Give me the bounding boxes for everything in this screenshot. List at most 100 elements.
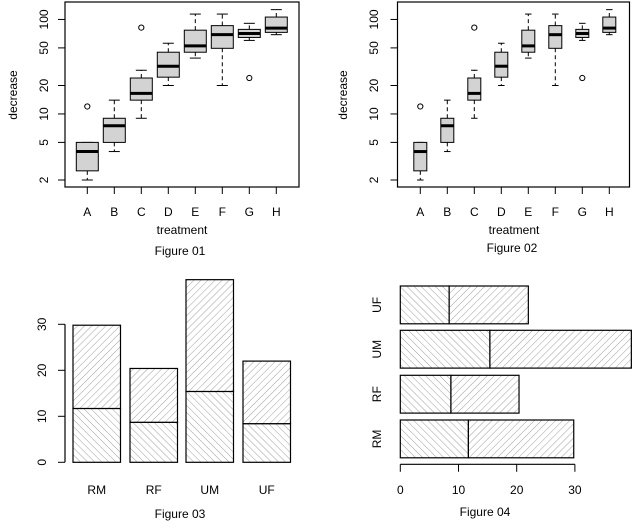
bar-RM (72, 324, 122, 463)
outlier-point (579, 74, 586, 82)
outlier-point (138, 24, 145, 31)
bar-UM (185, 279, 235, 463)
bar-segment (399, 285, 450, 325)
x-tick-label: E (191, 205, 199, 219)
y-tick-label: 20 (37, 79, 51, 93)
y-axis: 2 5 10 20 50 100 (37, 9, 65, 183)
y-tick-label: 10 (35, 409, 49, 423)
box-iqr (548, 25, 563, 49)
x-tick-label: RM (87, 483, 106, 497)
x-tick-label: G (578, 205, 587, 219)
plot-frame (396, 1, 631, 188)
y-tick-label: 10 (37, 107, 51, 121)
box-E (183, 13, 207, 59)
x-tick-label: UM (200, 483, 219, 497)
bar-segment (448, 285, 529, 325)
box-B (440, 99, 455, 153)
figure-caption: Figure 04 (460, 505, 511, 519)
figure-caption: Figure 02 (487, 241, 538, 255)
bars (72, 279, 292, 463)
y-tick-label: RM (370, 430, 384, 449)
outlier-point (84, 103, 91, 110)
box-A (413, 103, 428, 181)
box-D (494, 42, 509, 86)
x-tick-label: G (245, 205, 254, 219)
bar-UM (399, 329, 632, 369)
x-tick-label: C (470, 205, 479, 219)
boxes (75, 9, 288, 181)
box-iqr (467, 77, 482, 101)
x-tick-label: 0 (397, 483, 404, 497)
x-tick-label: A (416, 205, 424, 219)
box-iqr (129, 77, 153, 101)
x-tick-label: H (272, 205, 281, 219)
y-axis: 0 10 20 30 (35, 317, 66, 466)
y-tick-label: 2 (37, 176, 51, 183)
box-C (129, 24, 153, 119)
y-tick-label: RF (370, 386, 384, 402)
x-axis-label: treatment (489, 223, 540, 237)
box-E (521, 13, 536, 59)
x-axis: 0 10 20 30 (397, 463, 582, 497)
x-tick-label: H (605, 205, 614, 219)
bar-segment (399, 419, 469, 459)
box-F (548, 13, 563, 86)
bar-segment (489, 329, 632, 369)
box-iqr (183, 29, 207, 53)
x-tick-label: 10 (452, 483, 466, 497)
x-tick-label: B (110, 205, 118, 219)
y-tick-label: 20 (35, 363, 49, 377)
box-iqr (210, 25, 234, 49)
y-tick-label: 2 (367, 176, 381, 183)
box-iqr (602, 16, 617, 33)
bar-segment (467, 419, 575, 459)
x-axis-label: treatment (157, 223, 208, 237)
x-tick-label: 20 (510, 483, 524, 497)
x-tick-label: B (443, 205, 451, 219)
figure-caption: Figure 03 (155, 507, 206, 521)
outlier-point (417, 103, 424, 110)
bar-RF (399, 374, 520, 414)
y-tick-label: 100 (367, 9, 381, 29)
outlier-point (246, 74, 253, 82)
bar-segment (242, 423, 292, 463)
x-tick-label: D (497, 205, 506, 219)
box-iqr (413, 141, 428, 172)
bar-UF (242, 360, 292, 463)
bar-segment (185, 279, 235, 393)
bar-segment (72, 324, 122, 410)
bars (399, 285, 632, 459)
box-A (75, 103, 99, 181)
bar-segment (185, 390, 235, 463)
box-iqr (75, 141, 99, 172)
y-axis-label: decrease (6, 70, 20, 120)
box-iqr (494, 51, 509, 78)
x-tick-label: RF (146, 483, 162, 497)
x-tick-label: E (524, 205, 532, 219)
y-axis-labels: RM RF UM UF (370, 297, 384, 448)
y-tick-label: 50 (367, 41, 381, 55)
figure-04-horizontal-stacked-bar: 0 10 20 30 RM RF UM UF Figure 04 (370, 285, 632, 519)
outlier-point (471, 24, 478, 31)
boxes (413, 9, 617, 181)
y-tick-label: 30 (35, 317, 49, 331)
bar-segment (129, 367, 179, 423)
x-tick-label: F (219, 205, 226, 219)
box-iqr (156, 51, 180, 78)
bar-UF (399, 285, 529, 325)
y-axis: 2 5 10 20 50 100 (367, 9, 398, 183)
y-tick-label: 10 (367, 107, 381, 121)
box-iqr (102, 117, 126, 143)
bar-segment (129, 421, 179, 463)
y-tick-label: 100 (37, 9, 51, 29)
box-H (264, 9, 288, 36)
y-tick-label: 5 (367, 139, 381, 146)
y-tick-label: 20 (367, 79, 381, 93)
bar-RM (399, 419, 575, 459)
x-axis: A B C D E F G H (83, 187, 281, 219)
y-tick-label: UF (370, 297, 384, 313)
box-B (102, 99, 126, 153)
bar-segment (72, 407, 122, 463)
